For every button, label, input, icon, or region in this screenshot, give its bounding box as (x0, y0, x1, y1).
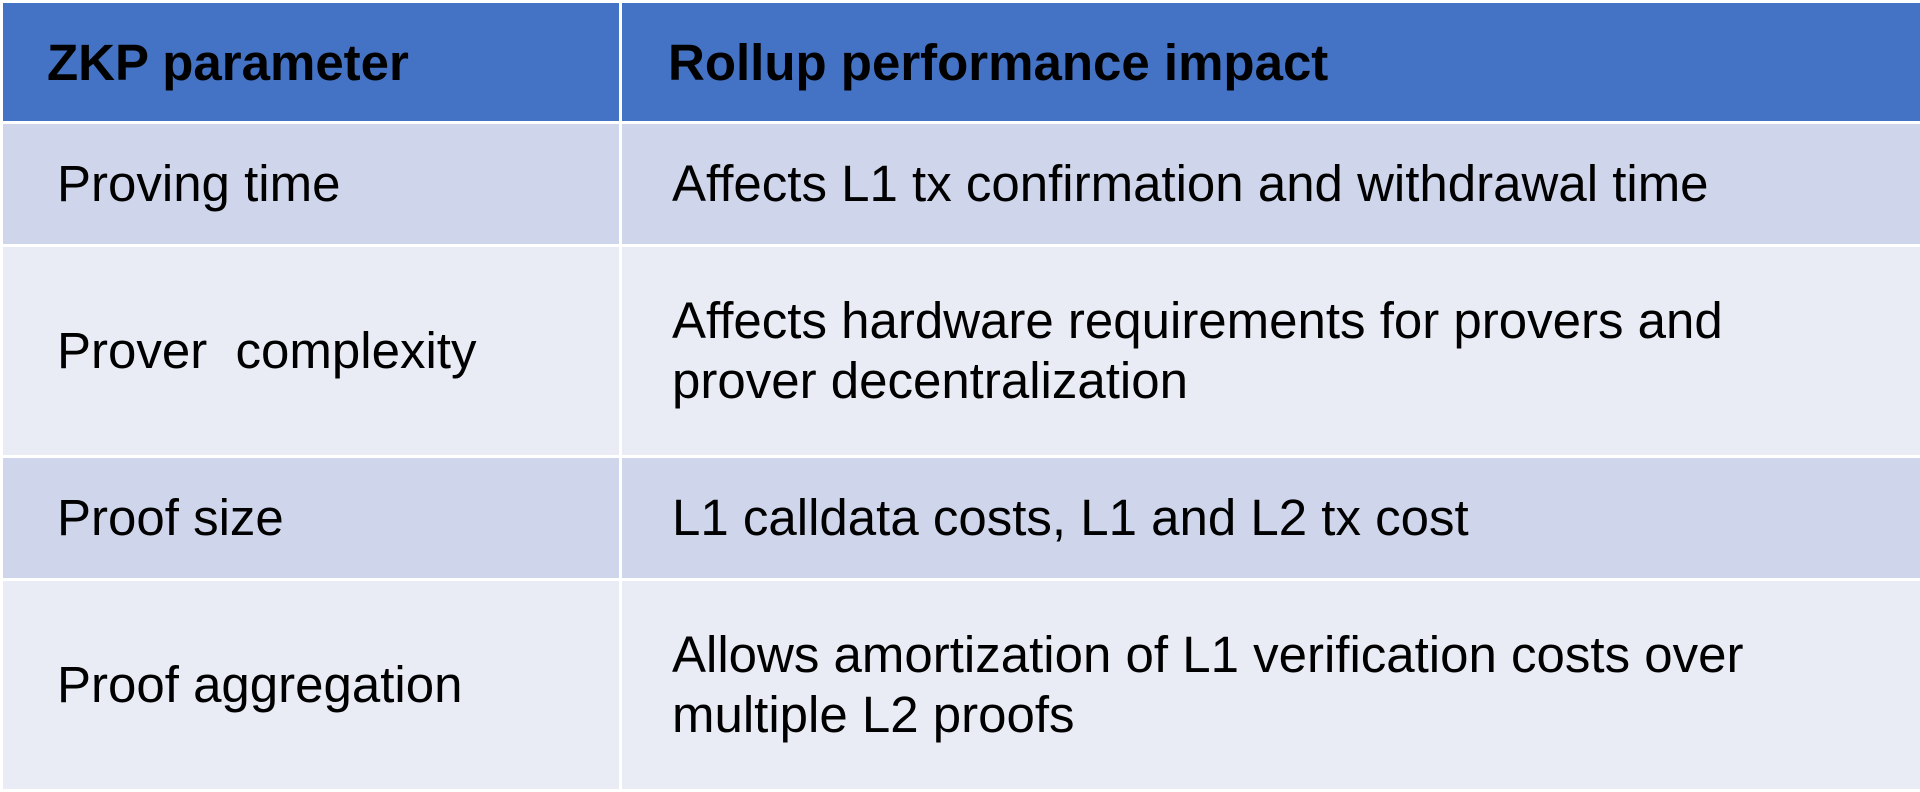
table-header: ZKP parameter Rollup performance impact (2, 2, 1920, 123)
table-row: Prover complexity Affects hardware requi… (2, 246, 1920, 457)
header-zkp-parameter: ZKP parameter (2, 2, 621, 123)
header-row: ZKP parameter Rollup performance impact (2, 2, 1920, 123)
header-rollup-performance-impact: Rollup performance impact (621, 2, 1920, 123)
impact-cell: Allows amortization of L1 verification c… (621, 580, 1920, 791)
table-row: Proving time Affects L1 tx confirmation … (2, 123, 1920, 246)
parameter-cell: Prover complexity (2, 246, 621, 457)
impact-cell: Affects L1 tx confirmation and withdrawa… (621, 123, 1920, 246)
parameter-cell: Proof aggregation (2, 580, 621, 791)
parameter-cell: Proving time (2, 123, 621, 246)
impact-cell: Affects hardware requirements for prover… (621, 246, 1920, 457)
table-body: Proving time Affects L1 tx confirmation … (2, 123, 1920, 791)
parameter-cell: Proof size (2, 457, 621, 580)
table-row: Proof aggregation Allows amortization of… (2, 580, 1920, 791)
table-row: Proof size L1 calldata costs, L1 and L2 … (2, 457, 1920, 580)
impact-cell: L1 calldata costs, L1 and L2 tx cost (621, 457, 1920, 580)
